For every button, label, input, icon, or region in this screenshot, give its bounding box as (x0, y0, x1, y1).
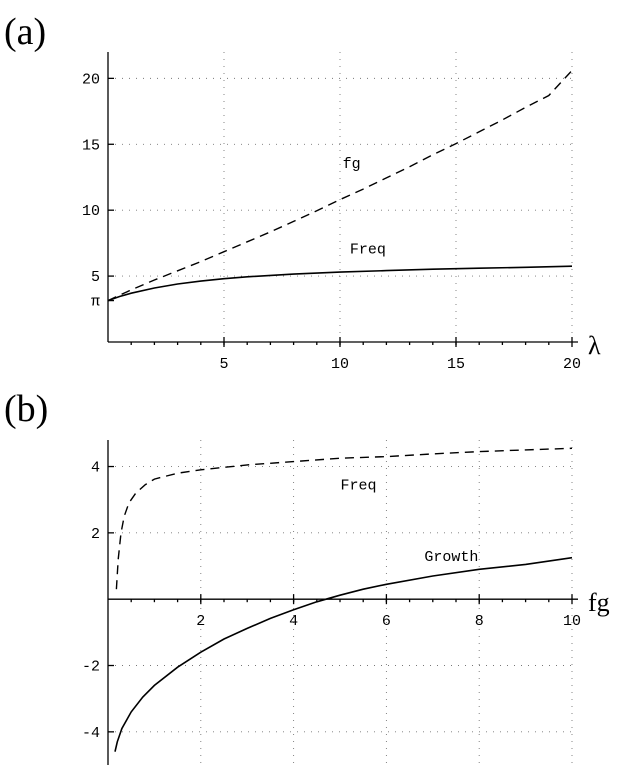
panel-label-b: (b) (4, 388, 48, 430)
panel-label-a: (a) (4, 11, 46, 53)
x-axis-label: fg (588, 588, 610, 617)
x-tick-label: 6 (382, 613, 391, 630)
y-tick-label: 2 (91, 526, 100, 543)
chart-b: 2 4 6 8 10 -4 -2 2 4 fg Freq Growth (82, 440, 610, 765)
chart-a: 5 10 15 20 π 5 10 15 20 λ fg Freq (82, 52, 601, 373)
y-tick-label: -4 (82, 725, 100, 742)
y-tick-label: π (91, 294, 100, 311)
series-line-fg (107, 70, 573, 302)
x-tick-label: 10 (563, 613, 581, 630)
series-line-freq (107, 265, 573, 302)
y-tick-label: 10 (82, 203, 100, 220)
x-tick-label: 4 (289, 613, 298, 630)
y-tick-label: 4 (91, 460, 100, 477)
series-label-freq: Freq (341, 478, 377, 495)
series-label-growth: Growth (424, 549, 478, 566)
x-tick-label: 5 (219, 356, 228, 373)
y-tick-label: 15 (82, 137, 100, 154)
y-tick-label: -2 (82, 659, 100, 676)
y-tick-label: 5 (91, 269, 100, 286)
series-label-fg: fg (343, 156, 361, 173)
y-tick-label: 20 (82, 71, 100, 88)
x-tick-label: 15 (447, 356, 465, 373)
series-line-growth (114, 556, 573, 752)
x-tick-label: 8 (475, 613, 484, 630)
series-line-freq (115, 447, 573, 590)
series-label-freq: Freq (350, 242, 386, 259)
x-tick-label: 10 (331, 356, 349, 373)
x-tick-label: 20 (563, 356, 581, 373)
x-axis-label: λ (588, 331, 601, 360)
x-tick-label: 2 (196, 613, 205, 630)
